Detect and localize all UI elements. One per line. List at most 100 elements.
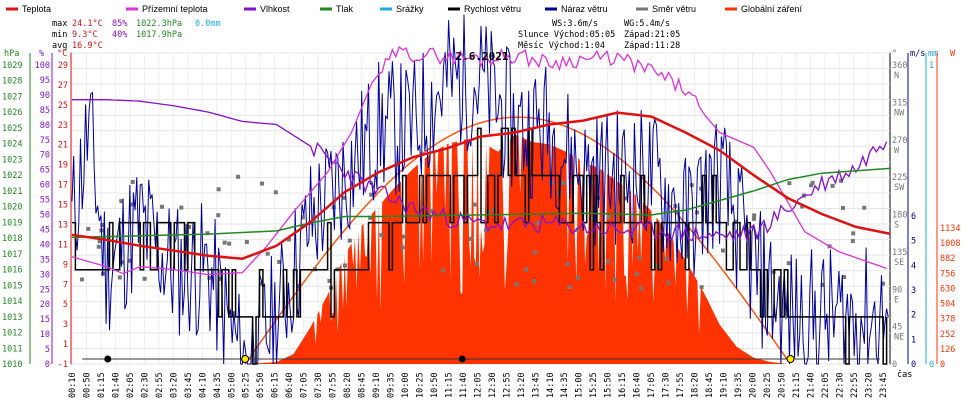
- wind-dir-point: [830, 183, 835, 188]
- stat-max-rain: 0.0mm: [195, 19, 221, 29]
- wind-dir-point: [514, 282, 519, 287]
- wind-dir-point: [664, 256, 669, 261]
- stat-ws: WS:3.6m/s: [552, 19, 598, 29]
- dir-tick-label: E: [894, 295, 899, 305]
- ms-tick: 2: [911, 311, 916, 321]
- wind-dir-point: [532, 279, 537, 284]
- wind-dir-point: [236, 174, 241, 179]
- wind-dir-point: [130, 179, 135, 184]
- wind-dir-point: [179, 205, 184, 210]
- x-tick: 06:15: [271, 372, 281, 398]
- wind-dir-point: [838, 178, 843, 183]
- x-tick: 02:05: [126, 372, 136, 398]
- x-tick: 22:05: [821, 372, 831, 398]
- wind-dir-point: [820, 282, 825, 287]
- dir-tick-label: W: [894, 146, 900, 156]
- wind-dir-point: [222, 240, 227, 245]
- wind-dir-point: [205, 231, 210, 236]
- wind-dir-point: [623, 196, 628, 201]
- wind-dir-point: [666, 280, 671, 285]
- temperature-line: [71, 111, 891, 260]
- legend-label: Směr větru: [652, 4, 696, 14]
- x-tick: 07:55: [329, 372, 339, 398]
- wind-dir-point: [300, 215, 305, 220]
- moon-rise-marker: [104, 355, 112, 363]
- stat-avg-label: avg: [52, 41, 67, 51]
- hpa-tick: 1011: [2, 344, 22, 354]
- wind-dir-point: [96, 244, 101, 249]
- pct-tick: 70: [40, 151, 50, 161]
- stat-min-temp: 9.3°C: [72, 30, 98, 40]
- stat-moon-set: Západ:11:28: [624, 41, 680, 51]
- chart-title: 2.6.2021: [456, 50, 509, 63]
- w-tick: 756: [940, 269, 955, 279]
- pct-tick: 65: [40, 166, 50, 176]
- wind-dir-point: [296, 283, 301, 288]
- wind-dir-point: [699, 285, 704, 290]
- stat-avg-temp: 16.9°C: [72, 41, 103, 51]
- dir-tick: 270: [892, 136, 907, 146]
- hpa-tick: 1028: [2, 77, 22, 87]
- x-tick: 14:10: [546, 372, 556, 398]
- x-tick: 05:00: [227, 372, 237, 398]
- x-tick: 09:35: [387, 372, 397, 398]
- x-tick: 16:40: [633, 372, 643, 398]
- x-tick: 18:20: [691, 372, 701, 398]
- w-tick: 1008: [940, 239, 960, 249]
- stat-max-label: max: [52, 19, 67, 29]
- hpa-tick: 1018: [2, 234, 22, 244]
- x-tick: 10:25: [415, 372, 425, 398]
- legend-label: Rychlost větru: [464, 4, 521, 14]
- x-tick: 07:30: [314, 372, 324, 398]
- wind-dir-point: [733, 219, 738, 224]
- wind-dir-point: [379, 233, 384, 238]
- dir-tick-label: N: [894, 71, 899, 81]
- temp-tick: 17: [58, 181, 68, 191]
- x-tick: 16:15: [618, 372, 628, 398]
- pct-tick: 75: [40, 136, 50, 146]
- dir-tick: 225: [892, 173, 907, 183]
- temp-tick: 27: [58, 81, 68, 91]
- pct-tick: 100: [35, 61, 50, 71]
- pct-tick: 30: [40, 270, 50, 280]
- wind-dir-point: [880, 281, 885, 286]
- x-tick: 13:20: [517, 372, 527, 398]
- feels-like-line: [71, 45, 887, 276]
- x-tick: 17:30: [662, 372, 672, 398]
- hpa-tick: 1022: [2, 171, 22, 181]
- hpa-tick: 1026: [2, 108, 22, 118]
- hpa-tick: 1012: [2, 329, 22, 339]
- legend-label: Globální záření: [741, 4, 803, 14]
- stat-sun: Slunce Východ:05:05: [518, 30, 615, 40]
- wind-dir-point: [343, 263, 348, 268]
- pct-tick: 90: [40, 91, 50, 101]
- x-tick: 10:50: [430, 372, 440, 398]
- radiation-area: [245, 134, 788, 364]
- wind-dir-point: [468, 236, 473, 241]
- wind-dir-point: [265, 251, 270, 256]
- legend-label: Náraz větru: [561, 4, 608, 14]
- x-tick: 04:10: [198, 372, 208, 398]
- hpa-tick: 1016: [2, 266, 22, 276]
- wind-dir-point: [851, 231, 856, 236]
- hpa-tick: 1010: [2, 360, 22, 370]
- legend: Teplota Přízemní teplota Vlhkost Tlak Srážky…: [6, 4, 803, 14]
- temp-tick: 21: [58, 141, 68, 151]
- x-tick: 20:25: [763, 372, 773, 398]
- wind-dir-point: [369, 192, 374, 197]
- stat-sun-set: Západ:21:05: [624, 30, 680, 40]
- wind-dir-point: [720, 248, 725, 253]
- wind-dir-point: [474, 262, 479, 267]
- humidity-line: [72, 99, 888, 243]
- legend-label: Tlak: [336, 4, 354, 14]
- wind-speed-line: [72, 127, 888, 365]
- hpa-tick: 1017: [2, 250, 22, 260]
- legend-label: Přízemní teplota: [142, 4, 208, 14]
- dir-tick-label: NW: [894, 108, 905, 118]
- hpa-tick: 1027: [2, 92, 22, 102]
- x-tick: 04:35: [213, 372, 223, 398]
- wind-dir-point: [634, 272, 639, 277]
- x-tick: 17:55: [676, 372, 686, 398]
- x-tick: 05:50: [256, 372, 266, 398]
